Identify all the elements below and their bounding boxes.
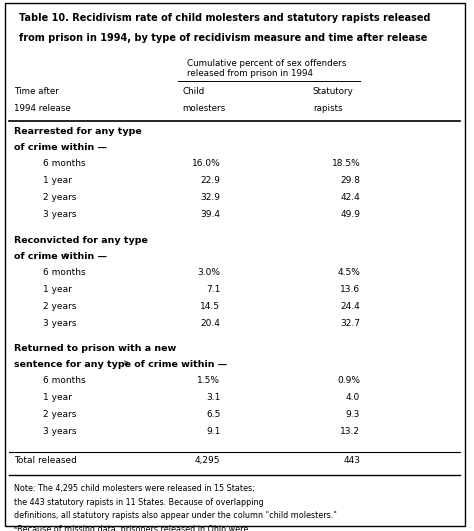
Text: 3.0%: 3.0%: [197, 268, 220, 277]
Text: 20.4: 20.4: [201, 319, 220, 328]
Text: 2 years: 2 years: [43, 302, 76, 311]
Text: Time after: Time after: [14, 87, 59, 96]
Text: 443: 443: [343, 456, 360, 465]
Text: ᵃBecause of missing data, prisoners released in Ohio were: ᵃBecause of missing data, prisoners rele…: [14, 525, 248, 531]
Text: 9.3: 9.3: [346, 410, 360, 419]
Text: 14.5: 14.5: [201, 302, 220, 311]
Text: 9.1: 9.1: [206, 427, 220, 436]
Text: sentence for any type of crime within —: sentence for any type of crime within —: [14, 360, 228, 369]
Text: Returned to prison with a new: Returned to prison with a new: [14, 344, 176, 353]
Text: Cumulative percent of sex offenders
released from prison in 1994: Cumulative percent of sex offenders rele…: [187, 59, 346, 79]
Text: 22.9: 22.9: [201, 176, 220, 185]
Text: 4.0: 4.0: [346, 393, 360, 402]
Text: 3.1: 3.1: [206, 393, 220, 402]
Text: 3 years: 3 years: [43, 210, 76, 219]
Text: 32.7: 32.7: [340, 319, 360, 328]
Text: molesters: molesters: [182, 104, 226, 113]
Text: 4.5%: 4.5%: [337, 268, 360, 277]
Text: 6 months: 6 months: [43, 159, 85, 168]
Text: Rearrested for any type: Rearrested for any type: [14, 127, 142, 136]
Text: 3 years: 3 years: [43, 319, 76, 328]
Text: 18.5%: 18.5%: [331, 159, 360, 168]
Text: 7.1: 7.1: [206, 285, 220, 294]
Text: 4,295: 4,295: [195, 456, 220, 465]
Text: 2 years: 2 years: [43, 410, 76, 419]
Text: 13.2: 13.2: [340, 427, 360, 436]
Text: Note: The 4,295 child molesters were released in 15 States;: Note: The 4,295 child molesters were rel…: [14, 484, 255, 493]
Text: from prison in 1994, by type of recidivism measure and time after release: from prison in 1994, by type of recidivi…: [19, 33, 428, 44]
Text: Reconvicted for any type: Reconvicted for any type: [14, 236, 148, 245]
Text: rapists: rapists: [313, 104, 342, 113]
Text: 49.9: 49.9: [340, 210, 360, 219]
Text: Total released: Total released: [14, 456, 77, 465]
Text: 6 months: 6 months: [43, 268, 85, 277]
Text: 24.4: 24.4: [340, 302, 360, 311]
Text: 13.6: 13.6: [340, 285, 360, 294]
Text: 1 year: 1 year: [43, 393, 72, 402]
Text: 29.8: 29.8: [340, 176, 360, 185]
Text: Table 10. Recidivism rate of child molesters and statutory rapists released: Table 10. Recidivism rate of child moles…: [19, 13, 430, 23]
Text: 1 year: 1 year: [43, 176, 72, 185]
Text: 39.4: 39.4: [201, 210, 220, 219]
Text: b: b: [124, 360, 128, 366]
Text: 6.5: 6.5: [206, 410, 220, 419]
Text: Child: Child: [182, 87, 205, 96]
Text: 0.9%: 0.9%: [337, 376, 360, 385]
Text: a: a: [64, 252, 67, 258]
Text: of crime within —: of crime within —: [14, 143, 107, 152]
Text: definitions, all statutory rapists also appear under the column "child molesters: definitions, all statutory rapists also …: [14, 511, 337, 520]
Text: 3 years: 3 years: [43, 427, 76, 436]
Text: of crime within —: of crime within —: [14, 252, 107, 261]
Text: the 443 statutory rapists in 11 States. Because of overlapping: the 443 statutory rapists in 11 States. …: [14, 498, 264, 507]
Text: 16.0%: 16.0%: [191, 159, 220, 168]
Text: 1.5%: 1.5%: [197, 376, 220, 385]
Text: 1994 release: 1994 release: [14, 104, 71, 113]
Text: Statutory: Statutory: [313, 87, 354, 96]
Text: 1 year: 1 year: [43, 285, 72, 294]
Text: 32.9: 32.9: [201, 193, 220, 202]
FancyBboxPatch shape: [5, 3, 465, 526]
Text: 42.4: 42.4: [340, 193, 360, 202]
Text: 6 months: 6 months: [43, 376, 85, 385]
Text: 2 years: 2 years: [43, 193, 76, 202]
